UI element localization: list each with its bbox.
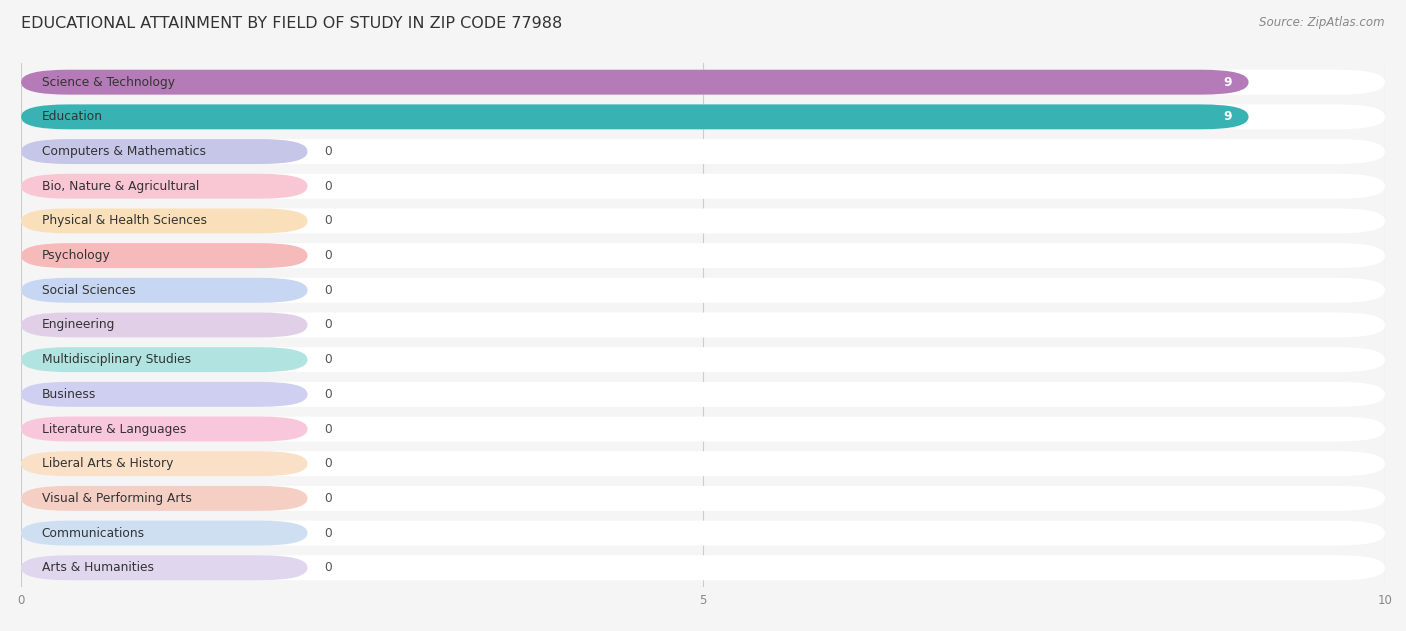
Text: EDUCATIONAL ATTAINMENT BY FIELD OF STUDY IN ZIP CODE 77988: EDUCATIONAL ATTAINMENT BY FIELD OF STUDY… [21,16,562,31]
FancyBboxPatch shape [21,174,308,199]
Text: 0: 0 [323,284,332,297]
Text: Computers & Mathematics: Computers & Mathematics [42,145,205,158]
Text: Business: Business [42,388,96,401]
FancyBboxPatch shape [21,208,308,233]
Text: 0: 0 [323,319,332,331]
FancyBboxPatch shape [21,69,1385,95]
FancyBboxPatch shape [21,416,1385,442]
FancyBboxPatch shape [21,347,1385,372]
Text: 0: 0 [323,457,332,470]
Text: Source: ZipAtlas.com: Source: ZipAtlas.com [1260,16,1385,29]
Text: Arts & Humanities: Arts & Humanities [42,561,153,574]
FancyBboxPatch shape [21,416,308,442]
FancyBboxPatch shape [21,278,308,303]
Text: Literature & Languages: Literature & Languages [42,423,186,435]
Text: Multidisciplinary Studies: Multidisciplinary Studies [42,353,191,366]
FancyBboxPatch shape [21,139,1385,164]
Text: Physical & Health Sciences: Physical & Health Sciences [42,215,207,227]
FancyBboxPatch shape [21,555,308,581]
Text: 0: 0 [323,388,332,401]
Text: 0: 0 [323,423,332,435]
Text: Science & Technology: Science & Technology [42,76,174,89]
FancyBboxPatch shape [21,521,1385,546]
Text: 0: 0 [323,145,332,158]
Text: 9: 9 [1223,110,1232,123]
Text: Psychology: Psychology [42,249,110,262]
FancyBboxPatch shape [21,555,1385,581]
Text: Engineering: Engineering [42,319,115,331]
Text: 0: 0 [323,215,332,227]
FancyBboxPatch shape [21,243,1385,268]
FancyBboxPatch shape [21,382,1385,407]
Text: Education: Education [42,110,103,123]
FancyBboxPatch shape [21,486,308,511]
FancyBboxPatch shape [21,139,308,164]
FancyBboxPatch shape [21,347,308,372]
FancyBboxPatch shape [21,312,1385,338]
Text: 0: 0 [323,353,332,366]
Text: 0: 0 [323,492,332,505]
Text: 0: 0 [323,180,332,192]
Text: Communications: Communications [42,527,145,540]
FancyBboxPatch shape [21,104,1385,129]
FancyBboxPatch shape [21,312,308,338]
FancyBboxPatch shape [21,451,1385,476]
Text: Liberal Arts & History: Liberal Arts & History [42,457,173,470]
FancyBboxPatch shape [21,451,308,476]
FancyBboxPatch shape [21,278,1385,303]
FancyBboxPatch shape [21,486,1385,511]
FancyBboxPatch shape [21,208,1385,233]
FancyBboxPatch shape [21,69,1249,95]
FancyBboxPatch shape [21,174,1385,199]
Text: Bio, Nature & Agricultural: Bio, Nature & Agricultural [42,180,198,192]
Text: 0: 0 [323,561,332,574]
Text: 0: 0 [323,527,332,540]
FancyBboxPatch shape [21,104,1249,129]
Text: 9: 9 [1223,76,1232,89]
Text: Social Sciences: Social Sciences [42,284,135,297]
Text: 0: 0 [323,249,332,262]
FancyBboxPatch shape [21,243,308,268]
Text: Visual & Performing Arts: Visual & Performing Arts [42,492,191,505]
FancyBboxPatch shape [21,382,308,407]
FancyBboxPatch shape [21,521,308,546]
